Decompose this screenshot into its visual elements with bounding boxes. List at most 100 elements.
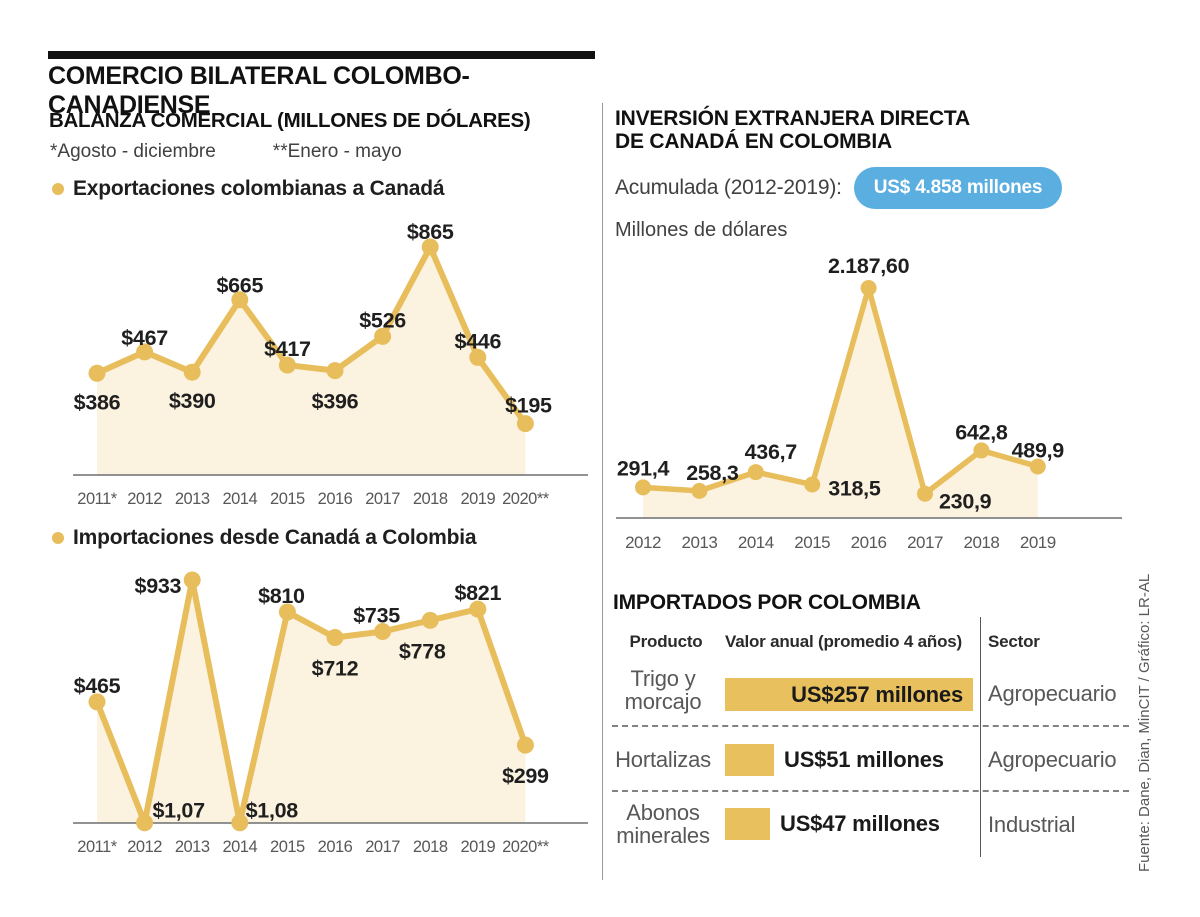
column-header-valor: Valor anual (promedio 4 años) <box>725 632 962 651</box>
table-row-product: Abonos minerales <box>616 800 710 848</box>
page-title: COMERCIO BILATERAL COLOMBO-CANADIENSE <box>48 62 470 119</box>
column-header-sector: Sector <box>988 632 1040 651</box>
svg-text:2018: 2018 <box>413 490 448 508</box>
table-row-value: US$47 millones <box>725 808 940 840</box>
table-row-sector: Agropecuario <box>988 681 1117 706</box>
svg-text:2013: 2013 <box>681 533 717 552</box>
table-row-value: US$257 millones <box>725 678 973 711</box>
footnote-enero: **Enero - mayo <box>272 141 402 162</box>
table-row-product: Hortalizas <box>615 747 711 772</box>
svg-text:2016: 2016 <box>851 533 887 552</box>
value-bar <box>725 744 774 776</box>
legend-exportaciones-label: Exportaciones colombianas a Canadá <box>73 177 445 200</box>
bullet-icon <box>52 183 64 195</box>
svg-text:642,8: 642,8 <box>955 420 1008 444</box>
svg-text:$778: $778 <box>399 639 446 663</box>
title-rule <box>48 51 595 59</box>
value-bar <box>725 808 770 840</box>
chart-importaciones: $465 $1,07 $933 $1,08 $810 $712 $735 $778 $821 $2… <box>73 571 588 856</box>
svg-text:$465: $465 <box>74 674 121 698</box>
row-divider <box>612 725 1129 727</box>
svg-text:$299: $299 <box>502 764 549 788</box>
units-label: Millones de dólares <box>615 219 788 241</box>
svg-text:$195: $195 <box>505 394 552 418</box>
footnotes: *Agosto - diciembre **Enero - mayo <box>50 141 402 163</box>
svg-text:$396: $396 <box>312 390 359 414</box>
table-row-sector: Agropecuario <box>988 747 1117 772</box>
chart-exportaciones: $386 $467 $390 $665 $417 $396 $526 $865 $446 $195… <box>73 220 588 508</box>
legend-importaciones: Importaciones desde Canadá a Colombia <box>52 526 477 550</box>
accumulated-label: Acumulada (2012-2019): <box>615 175 842 199</box>
svg-text:291,4: 291,4 <box>617 456 670 480</box>
balance-subtitle: BALANZA COMERCIAL (MILLONES DE DÓLARES) <box>49 109 531 132</box>
bullet-icon <box>52 532 64 544</box>
svg-text:2017: 2017 <box>365 490 400 508</box>
legend-importaciones-label: Importaciones desde Canadá a Colombia <box>73 526 477 549</box>
svg-text:2014: 2014 <box>222 490 257 508</box>
svg-text:2017: 2017 <box>365 838 400 856</box>
svg-text:2015: 2015 <box>270 490 305 508</box>
svg-text:$417: $417 <box>264 337 311 361</box>
svg-text:2015: 2015 <box>270 838 305 856</box>
svg-text:$467: $467 <box>121 326 168 350</box>
svg-text:230,9: 230,9 <box>939 490 992 514</box>
svg-text:2020**: 2020** <box>502 838 550 856</box>
svg-text:2019: 2019 <box>460 490 495 508</box>
svg-text:2018: 2018 <box>413 838 448 856</box>
table-row-product: Trigo y morcajo <box>624 666 702 714</box>
table-vertical-divider <box>980 617 981 857</box>
svg-text:2011*: 2011* <box>77 838 117 856</box>
svg-text:2017: 2017 <box>907 533 943 552</box>
svg-text:$1,07: $1,07 <box>152 799 205 823</box>
svg-text:$810: $810 <box>258 584 305 608</box>
svg-text:$526: $526 <box>359 308 406 332</box>
svg-text:2018: 2018 <box>963 533 999 552</box>
svg-text:$446: $446 <box>454 329 501 353</box>
svg-text:2012: 2012 <box>127 490 162 508</box>
svg-text:$665: $665 <box>216 274 263 298</box>
svg-text:$390: $390 <box>169 389 216 413</box>
footnote-agosto: *Agosto - diciembre <box>50 141 216 162</box>
svg-text:$386: $386 <box>74 390 121 414</box>
svg-text:$1,08: $1,08 <box>246 799 299 823</box>
accumulated-row: Acumulada (2012-2019): US$ 4.858 millone… <box>615 166 1063 209</box>
svg-text:2019: 2019 <box>460 838 495 856</box>
value-bar: US$257 millones <box>725 678 973 711</box>
table-row-value: US$51 millones <box>725 744 944 776</box>
svg-text:318,5: 318,5 <box>828 477 881 501</box>
legend-exportaciones: Exportaciones colombianas a Canadá <box>52 177 445 201</box>
source-credit: Fuente: Dane, Dian, MinCIT / Gráfico: LR… <box>1136 573 1153 872</box>
svg-text:2011*: 2011* <box>77 490 117 508</box>
accumulated-value-badge: US$ 4.858 millones <box>853 166 1063 209</box>
ied-title-line1: INVERSIÓN EXTRANJERA DIRECTA <box>615 107 970 130</box>
svg-text:$712: $712 <box>312 657 359 681</box>
svg-text:$735: $735 <box>353 604 400 628</box>
table-title: IMPORTADOS POR COLOMBIA <box>613 591 921 614</box>
svg-text:2020**: 2020** <box>502 490 550 508</box>
ied-title-line2: DE CANADÁ EN COLOMBIA <box>615 130 892 153</box>
svg-text:258,3: 258,3 <box>686 461 739 485</box>
svg-text:489,9: 489,9 <box>1012 438 1065 462</box>
svg-text:2.187,60: 2.187,60 <box>828 254 910 278</box>
svg-text:2012: 2012 <box>127 838 162 856</box>
svg-text:$821: $821 <box>454 581 501 605</box>
svg-text:2019: 2019 <box>1020 533 1056 552</box>
svg-text:436,7: 436,7 <box>745 440 798 464</box>
row-divider <box>612 790 1129 792</box>
column-header-producto: Producto <box>629 632 703 651</box>
svg-text:$933: $933 <box>135 574 182 598</box>
svg-text:2016: 2016 <box>318 838 353 856</box>
svg-text:2014: 2014 <box>738 533 774 552</box>
svg-text:2013: 2013 <box>175 838 210 856</box>
svg-text:2016: 2016 <box>318 490 353 508</box>
svg-text:2015: 2015 <box>794 533 830 552</box>
svg-text:2013: 2013 <box>175 490 210 508</box>
table-row-sector: Industrial <box>988 812 1076 837</box>
ied-title: INVERSIÓN EXTRANJERA DIRECTA DE CANADÁ E… <box>615 107 970 153</box>
svg-text:2012: 2012 <box>625 533 661 552</box>
column-divider <box>602 103 603 880</box>
svg-text:2014: 2014 <box>222 838 257 856</box>
svg-text:$865: $865 <box>407 220 454 244</box>
